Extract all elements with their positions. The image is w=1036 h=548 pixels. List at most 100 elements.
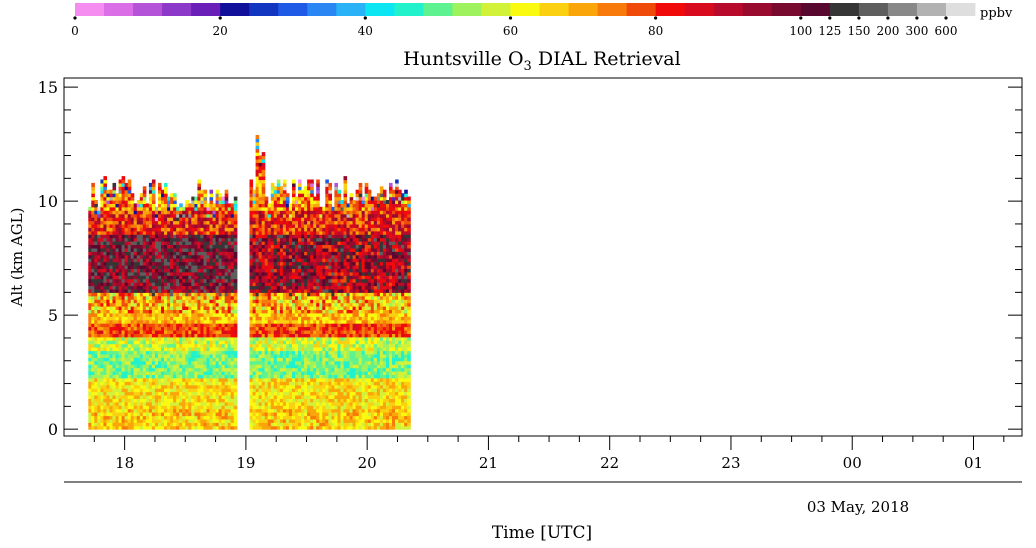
heatmap-cell [261,176,266,181]
heatmap-cell [136,357,141,362]
heatmap-cell [209,306,214,310]
heatmap-cell [167,371,171,375]
heatmap-cell [106,292,110,297]
heatmap-cell [221,206,226,211]
heatmap-cell [109,377,114,382]
heatmap-cell [145,217,150,222]
heatmap-cell [221,316,226,321]
heatmap-cell [188,340,192,345]
heatmap-cell [209,333,214,338]
heatmap-cell [158,223,162,228]
heatmap-cell [103,292,107,297]
heatmap-cell [224,350,229,355]
heatmap-cell [124,422,129,427]
heatmap-cell [313,418,317,423]
heatmap-cell [273,265,278,269]
heatmap-cell [206,336,211,341]
heatmap-cell [130,196,135,201]
heatmap-cell [136,203,141,208]
heatmap-cell [148,415,153,420]
heatmap-cell [151,271,156,276]
heatmap-cell [170,251,174,256]
heatmap-cell [88,261,92,266]
heatmap-cell [221,398,226,403]
heatmap-cell [252,418,257,423]
heatmap-cell [136,292,141,297]
heatmap-cell [227,227,232,232]
heatmap-cell [258,234,263,239]
heatmap-cell [221,217,226,222]
heatmap-cell [173,254,177,259]
heatmap-cell [206,425,211,430]
heatmap-cell [252,278,257,283]
heatmap-cell [118,405,123,410]
heatmap-cell [249,408,254,413]
heatmap-cell [233,265,238,269]
heatmap-cell [224,364,229,369]
heatmap-cell [209,330,214,334]
heatmap-cell [215,234,220,239]
heatmap-cell [148,384,153,389]
heatmap-cell [127,323,132,328]
heatmap-cell [115,371,120,375]
heatmap-cell [136,388,141,393]
heatmap-cell [142,360,147,365]
heatmap-cell [295,271,299,276]
heatmap-cell [151,336,156,341]
heatmap-cell [97,309,101,314]
heatmap-cell [270,343,275,348]
heatmap-cell [261,165,266,170]
heatmap-cell [230,203,235,208]
heatmap-cell [212,309,217,314]
heatmap-cell [154,258,159,263]
heatmap-cell [310,182,314,187]
heatmap-cell [288,278,293,283]
heatmap-cell [121,398,126,403]
heatmap-cell [276,316,281,321]
heatmap-cell [301,200,305,204]
heatmap-cell [94,251,98,256]
heatmap-cell [112,306,117,310]
heatmap-cell [258,408,263,413]
heatmap-cell [182,340,186,345]
heatmap-cell [164,265,168,269]
heatmap-cell [121,220,126,225]
heatmap-cell [97,258,101,263]
heatmap-cell [298,203,302,208]
heatmap-cell [167,220,171,225]
heatmap-cell [191,282,195,287]
colorbar-tick-label: 125 [818,24,841,38]
heatmap-cell [115,367,120,372]
heatmap-cell [91,285,95,290]
heatmap-cell [298,196,302,201]
heatmap-cell [230,425,235,430]
heatmap-cell [292,268,296,273]
heatmap-cell [170,415,174,420]
heatmap-cell [100,395,104,399]
heatmap-cell [94,217,98,222]
heatmap-cell [164,323,168,328]
heatmap-cell [298,206,302,211]
heatmap-cell [115,292,120,297]
heatmap-cell [188,302,192,307]
heatmap-cell [94,384,98,389]
heatmap-cell [179,371,183,375]
heatmap-cell [200,364,204,369]
heatmap-cell [127,347,132,352]
heatmap-cell [124,234,129,239]
heatmap-cell [282,418,287,423]
heatmap-cell [200,206,204,211]
heatmap-cell [115,377,120,382]
heatmap-cell [285,319,290,324]
heatmap-cell [161,422,165,427]
heatmap-cell [285,343,290,348]
heatmap-cell [258,336,263,341]
heatmap-cell [176,381,180,386]
heatmap-cell [270,353,275,358]
heatmap-cell [212,217,217,222]
heatmap-cell [282,347,287,352]
heatmap-cell [158,415,162,420]
heatmap-cell [161,258,165,263]
heatmap-cell [115,323,120,328]
heatmap-cell [112,251,117,256]
